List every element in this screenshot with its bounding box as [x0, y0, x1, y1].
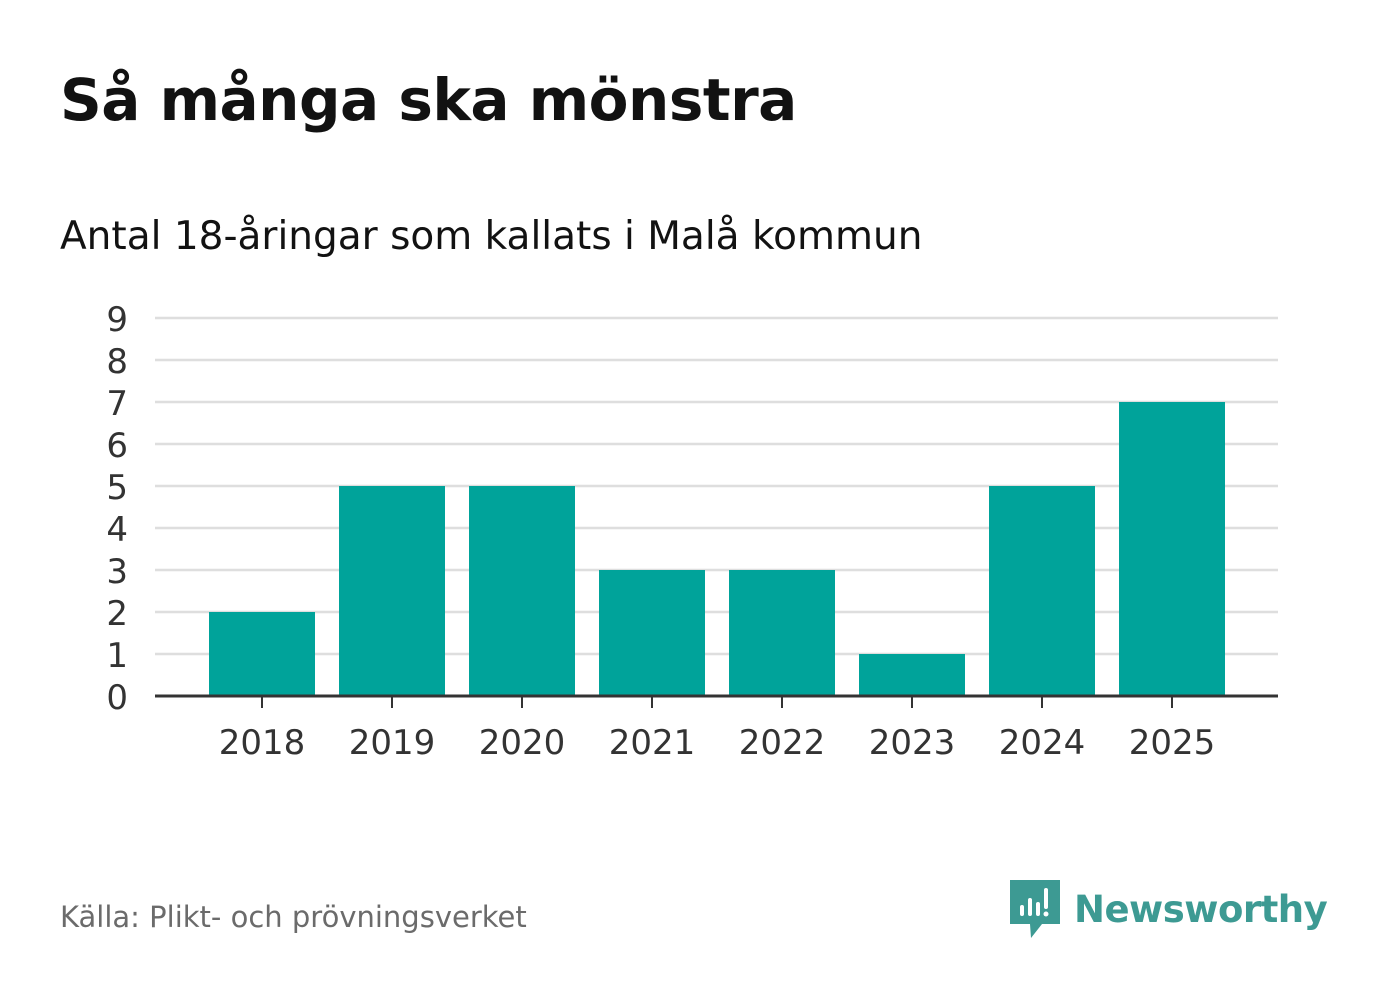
- x-tick-label: 2022: [739, 723, 826, 763]
- x-tick-label: 2021: [609, 723, 696, 763]
- y-tick-label: 2: [106, 594, 128, 634]
- bar-2021: [599, 570, 705, 696]
- y-tick-label: 0: [106, 678, 128, 718]
- bar-2025: [1119, 402, 1225, 696]
- y-tick-label: 7: [106, 384, 128, 424]
- bar-2023: [859, 654, 965, 696]
- grid-lines: [155, 316, 1278, 656]
- y-tick-label: 1: [106, 636, 128, 676]
- source-note: Källa: Plikt- och prövningsverket: [60, 900, 527, 934]
- x-tick-label: 2020: [479, 723, 566, 763]
- axes: [155, 694, 1278, 708]
- bar-2018: [209, 612, 315, 696]
- chart-subtitle: Antal 18-åringar som kallats i Malå komm…: [60, 214, 923, 259]
- brand-logo: Newsworthy: [1010, 880, 1328, 938]
- chart-title: Så många ska mönstra: [60, 66, 797, 134]
- y-tick-label: 9: [106, 300, 128, 340]
- y-tick-label: 5: [106, 468, 128, 508]
- x-tick-label: 2024: [999, 723, 1086, 763]
- x-tick-label: 2025: [1129, 723, 1216, 763]
- x-tick-label: 2018: [219, 723, 306, 763]
- y-tick-label: 4: [106, 510, 128, 550]
- bars: [209, 402, 1225, 696]
- bar-2019: [339, 486, 445, 696]
- bar-2022: [729, 570, 835, 696]
- y-tick-label: 8: [106, 342, 128, 382]
- x-tick-label: 2019: [349, 723, 436, 763]
- y-tick-label: 6: [106, 426, 128, 466]
- bar-2020: [469, 486, 575, 696]
- newsworthy-logo-icon: [1010, 880, 1060, 938]
- brand-name: Newsworthy: [1074, 887, 1328, 931]
- y-tick-label: 3: [106, 552, 128, 592]
- x-tick-label: 2023: [869, 723, 956, 763]
- bar-2024: [989, 486, 1095, 696]
